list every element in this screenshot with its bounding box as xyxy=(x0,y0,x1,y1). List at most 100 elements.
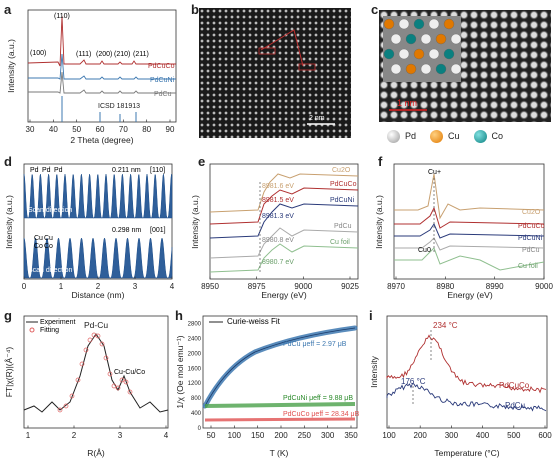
y-tick-label: 1200 xyxy=(188,381,202,387)
atom-cu-2: Cu xyxy=(44,235,53,242)
fit-point xyxy=(57,407,63,413)
atom-ball xyxy=(428,18,440,30)
x-tick-label: 500 xyxy=(507,431,521,440)
label-pdcuco: PdCuCo μeff = 28.34 μB xyxy=(283,411,360,418)
y-axis-title: Intensity (a.u.) xyxy=(190,195,200,249)
x-axis-title: Energy (eV) xyxy=(447,290,493,300)
atom-pd-1: Pd xyxy=(30,167,39,174)
x-tick-label: 300 xyxy=(445,431,459,440)
panel-i: i 234 °C 176 °C PdCuCo PdCu 100 200 300 400… xyxy=(365,306,554,460)
panel-label: b xyxy=(191,2,199,17)
x-tick-label: 8950 xyxy=(201,282,219,291)
peak-234: 234 °C xyxy=(433,321,458,330)
peak-111: (111) xyxy=(76,51,91,58)
x-tick-label: 3 xyxy=(133,282,138,291)
panel-d: d Pd Pd Pd 0.211 nm [110] Scan direction… xyxy=(0,152,180,302)
exafs-chart: Experiment Fitting Pd-Cu Cu-Cu/Co 1 2 3 4 R… xyxy=(4,315,169,458)
top-direction: [110] xyxy=(150,167,165,174)
peak-210: (210) xyxy=(114,51,130,58)
fit-point xyxy=(127,389,133,395)
x-tick-label: 200 xyxy=(274,431,288,440)
atom-ball xyxy=(413,18,425,30)
edge-cu2o: 8981.6 eV xyxy=(262,183,294,190)
haadf-image: 2 nm xyxy=(199,8,351,138)
x-tick-label: 60 xyxy=(96,125,105,134)
x-axis-title: 2 Theta (degree) xyxy=(70,135,133,145)
series-label-cu2o: Cu2O xyxy=(522,209,541,216)
atom-ball xyxy=(450,33,462,45)
peak-211: (211) xyxy=(133,51,149,58)
atom-co-2: Co xyxy=(44,243,53,250)
x-axis-title: R(Å) xyxy=(87,448,105,458)
x-tick-label: 70 xyxy=(119,125,128,134)
legend-experiment: Experiment xyxy=(40,319,75,326)
atom-cu-1: Cu xyxy=(34,235,43,242)
x-tick-label: 30 xyxy=(26,125,35,134)
atom-ball xyxy=(413,48,425,60)
x-tick-label: 40 xyxy=(49,125,58,134)
peak-100: (100) xyxy=(30,50,46,57)
y-tick-label: 0 xyxy=(198,426,202,432)
x-tick-label: 300 xyxy=(321,431,335,440)
panel-label: h xyxy=(175,308,183,323)
atom-ball xyxy=(390,33,402,45)
fit-point xyxy=(119,377,125,383)
fit-point xyxy=(107,371,113,377)
x-tick-label: 4 xyxy=(164,431,169,440)
x-tick-label: 80 xyxy=(142,125,151,134)
atom-ball xyxy=(383,18,395,30)
panel-label: e xyxy=(198,154,206,169)
bottom-scan-direction: Scan direction xyxy=(28,267,72,274)
icsd-label: ICSD 181913 xyxy=(98,103,140,110)
y-axis-title: 1/χ (Oe mol emu⁻¹) xyxy=(175,335,185,408)
atom-ball xyxy=(405,63,417,75)
atom-ball xyxy=(435,63,447,75)
derivative-chart: Cu+ Cu0 Cu2O PdCuCo PdCuNi PdCu Cu foil … xyxy=(374,163,553,300)
series-label-cufoil: Cu foil xyxy=(518,263,538,270)
xrd-pdcuco xyxy=(27,15,176,67)
x-tick-label: 2 xyxy=(72,431,77,440)
scale-bar-label: 2 nm xyxy=(309,115,325,122)
atom-pd-2: Pd xyxy=(42,167,51,174)
y-tick-label: 2800 xyxy=(188,321,202,327)
x-axis-title: T (K) xyxy=(270,448,289,458)
panel-g: g Experiment Fitting Pd-Cu Cu-Cu/Co 1 2 3 4… xyxy=(0,306,175,460)
atom-ball xyxy=(383,48,395,60)
series-label-pdcu: PdCu xyxy=(154,91,172,98)
fit-point xyxy=(103,355,109,361)
x-tick-label: 50 xyxy=(207,431,216,440)
label-pdcuni: PdCuNi μeff = 9.88 μB xyxy=(283,395,353,402)
atom-co-1: Co xyxy=(34,243,43,250)
legend-fitting: Fitting xyxy=(40,327,59,334)
y-tick-label: 1600 xyxy=(188,366,202,372)
panel-label: f xyxy=(378,154,383,169)
bottom-distance: 0.298 nm xyxy=(112,227,141,234)
atom-ball xyxy=(398,18,410,30)
fit-point xyxy=(95,333,101,339)
fit-point xyxy=(79,361,85,367)
xrd-pdcuni xyxy=(28,53,176,80)
atom-pd-3: Pd xyxy=(54,167,63,174)
series-label-pdcuco: PdCuCo xyxy=(330,181,357,188)
x-tick-label: 8980 xyxy=(436,282,454,291)
scale-bar-label: 1 nm xyxy=(397,98,417,108)
legend-pd: Pd xyxy=(387,130,416,143)
edge-pdcu: 8980.8 eV xyxy=(262,237,294,244)
fit-point xyxy=(115,385,121,391)
fit-point xyxy=(99,341,105,347)
peak-110: (110) xyxy=(54,13,70,20)
label-pdcu: PdCu μeff = 2.97 μB xyxy=(283,341,347,348)
series-label-cu2o: Cu2O xyxy=(332,167,351,174)
tpd-chart: 234 °C 176 °C PdCuCo PdCu 100 200 300 400 50… xyxy=(369,315,552,458)
series-label-pdcuni: PdCuNi xyxy=(518,235,543,242)
atom-ball xyxy=(443,18,455,30)
series-label-pdcuco: PdCuCo xyxy=(148,63,175,70)
x-tick-label: 250 xyxy=(298,431,312,440)
x-tick-label: 2 xyxy=(96,282,101,291)
edge-pdcuco: 8981.5 eV xyxy=(262,197,294,204)
x-tick-label: 9000 xyxy=(294,282,312,291)
x-tick-label: 150 xyxy=(251,431,265,440)
atom-ball xyxy=(420,63,432,75)
panel-b: b 2 nm xyxy=(185,0,360,150)
cu-zero-label: Cu0 xyxy=(418,247,431,254)
